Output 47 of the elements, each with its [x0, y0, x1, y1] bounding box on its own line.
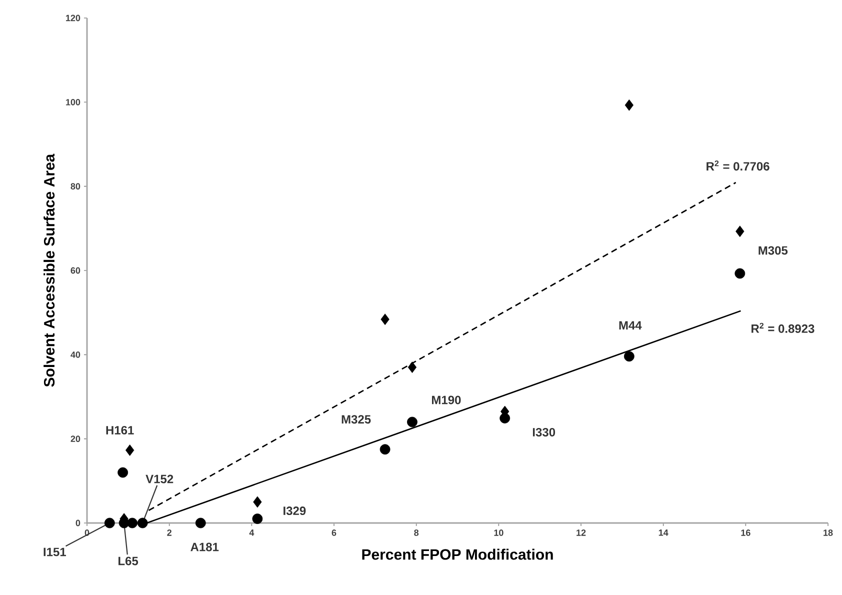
point: [408, 362, 417, 373]
point: [195, 518, 206, 528]
point: [624, 99, 634, 111]
point: [137, 518, 148, 528]
point: [118, 467, 128, 478]
x-tick-label: 8: [414, 530, 419, 536]
x-tick-label: 16: [741, 530, 750, 536]
x-axis-title: Percent FPOP Modification: [362, 548, 553, 560]
point: [125, 444, 134, 456]
annotation: M325: [342, 415, 371, 424]
point: [380, 314, 390, 326]
annotation: R$^{2}$ = 0.8923: [752, 322, 814, 333]
point: [734, 268, 746, 279]
x-tick-label: 10: [494, 530, 504, 536]
annotation: I329: [284, 506, 306, 516]
point: [252, 514, 263, 524]
annotation: I330: [532, 428, 556, 436]
y-tick-label: 20: [70, 436, 80, 442]
point: [127, 518, 138, 528]
point: [624, 351, 634, 362]
x-tick-label: 12: [576, 530, 586, 536]
y-tick-label: 0: [76, 520, 80, 526]
point: [407, 416, 418, 428]
y-axis-title: Solvent Accessible Surface Area: [44, 154, 55, 387]
annotation: A181: [190, 542, 219, 552]
y-tick-label: 40: [70, 351, 80, 358]
y-tick-label: 100: [66, 98, 80, 106]
annotation: L65: [118, 556, 138, 566]
annotation: M190: [432, 396, 461, 404]
point: [736, 226, 744, 238]
y-tick-label: 80: [70, 183, 80, 190]
annotation: R$^{2}$ = 0.7706: [706, 160, 770, 171]
annotation: M44: [619, 321, 642, 330]
y-tick-label: 60: [70, 267, 80, 274]
x-tick-label: 6: [332, 530, 336, 536]
annotation: M305: [758, 246, 788, 255]
x-tick-label: 18: [824, 530, 833, 536]
point: [253, 496, 262, 508]
x-tick-label: 4: [249, 530, 254, 536]
point: [104, 518, 115, 528]
y-tick-label: 120: [66, 14, 80, 22]
point: [380, 444, 390, 455]
x-tick-label: 2: [167, 530, 172, 536]
annotation: V152: [146, 474, 174, 484]
annotation: H161: [106, 426, 134, 434]
x-tick-label: 14: [658, 530, 668, 536]
annotation: I151: [44, 548, 66, 556]
